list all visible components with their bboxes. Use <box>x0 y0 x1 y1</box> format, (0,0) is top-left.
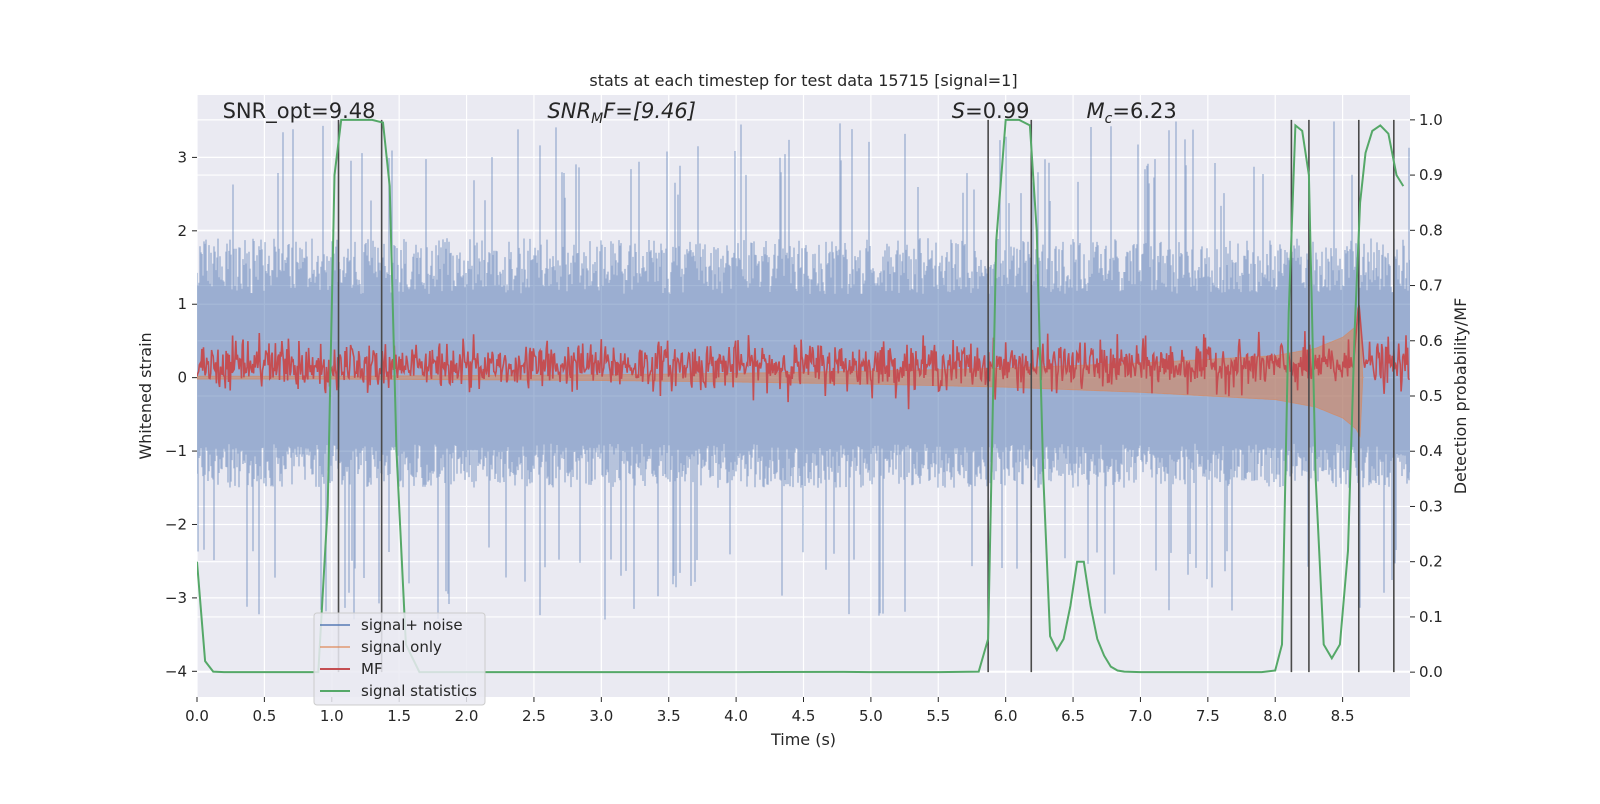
y-right-tick-label: 0.7 <box>1419 277 1443 295</box>
annotation-snr-mf: SNRMF=[9.46] <box>547 99 696 127</box>
y-left-tick-label: 2 <box>177 222 187 240</box>
y-right-tick-label: 0.9 <box>1419 166 1443 184</box>
annotation-snr-mf-sub: M <box>591 111 603 127</box>
y-right-tick-label: 0.1 <box>1419 608 1443 626</box>
x-tick-label: 7.5 <box>1196 707 1220 725</box>
x-tick-label: 6.5 <box>1061 707 1085 725</box>
y-right-tick-label: 0.5 <box>1419 387 1443 405</box>
x-tick-label: 2.5 <box>522 707 546 725</box>
y-left-tick-label: 0 <box>177 369 187 387</box>
x-tick-label: 1.0 <box>320 707 344 725</box>
x-tick-label: 5.0 <box>859 707 883 725</box>
chart-title: stats at each timestep for test data 157… <box>589 71 1017 90</box>
x-tick-label: 2.0 <box>455 707 479 725</box>
plot-area <box>197 118 1410 674</box>
annotation-snr-mf-base: SNR <box>547 99 591 123</box>
legend: signal+ noise signal only MF signal statist… <box>313 612 486 706</box>
legend-label: signal statistics <box>361 682 477 700</box>
legend-box <box>313 612 486 706</box>
x-tick-label: 7.0 <box>1129 707 1153 725</box>
annotation-mc: Mc=6.23 <box>1087 99 1177 127</box>
annotation-snr-mf-rest: F=[9.46] <box>603 99 696 123</box>
x-tick-label: 0.5 <box>252 707 276 725</box>
mf-line <box>197 305 1410 410</box>
y-right-tick-label: 0.4 <box>1419 442 1443 460</box>
x-tick-label: 4.0 <box>724 707 748 725</box>
x-tick-label: 8.5 <box>1331 707 1355 725</box>
y-left-tick-label: −4 <box>165 662 187 680</box>
y-right-tick-label: 0.8 <box>1419 221 1443 239</box>
y-left-tick-label: −1 <box>165 442 187 460</box>
x-tick-label: 4.5 <box>792 707 816 725</box>
y-right-tick-label: 0.3 <box>1419 497 1443 515</box>
annotation-mc-sub: c <box>1105 111 1113 127</box>
legend-label: signal+ noise <box>361 616 463 634</box>
y-right-tick-label: 0.6 <box>1419 332 1443 350</box>
y-left-tick-label: −3 <box>165 589 187 607</box>
x-tick-label: 3.5 <box>657 707 681 725</box>
annotation-s-value: =0.99 <box>965 99 1029 123</box>
x-tick-label: 1.5 <box>387 707 411 725</box>
signal-statistics-line <box>197 118 1405 674</box>
y-axis-label-right: Detection probability/MF <box>1451 298 1470 495</box>
legend-label: signal only <box>361 638 442 656</box>
x-tick-label: 5.5 <box>926 707 950 725</box>
y-left-tick-label: 1 <box>177 295 187 313</box>
x-tick-label: 0.0 <box>185 707 209 725</box>
x-tick-label: 6.0 <box>994 707 1018 725</box>
y-left-tick-label: 3 <box>177 148 187 166</box>
axes: 0.0 0.5 1.0 1.5 2.0 2.5 3.0 3.5 4.0 4.5 5.0 5.5 6.0 6… <box>165 111 1443 725</box>
annotation-s: S=0.99 <box>952 99 1030 123</box>
x-axis-label: Time (s) <box>770 730 836 749</box>
y-right-tick-label: 0.2 <box>1419 553 1443 571</box>
y-left-tick-label: −2 <box>165 515 187 533</box>
annotation-snr-opt: SNR_opt=9.48 <box>223 99 376 124</box>
y-right-tick-label: 0.0 <box>1419 663 1443 681</box>
legend-label: MF <box>361 660 383 678</box>
y-right-tick-label: 1.0 <box>1419 111 1443 129</box>
annotation-s-symbol: S <box>952 99 965 123</box>
annotation-mc-base: M <box>1087 99 1105 123</box>
x-tick-label: 8.0 <box>1263 707 1287 725</box>
y-axis-label-left: Whitened strain <box>136 332 155 459</box>
annotation-mc-value: =6.23 <box>1112 99 1176 123</box>
x-tick-label: 3.0 <box>589 707 613 725</box>
